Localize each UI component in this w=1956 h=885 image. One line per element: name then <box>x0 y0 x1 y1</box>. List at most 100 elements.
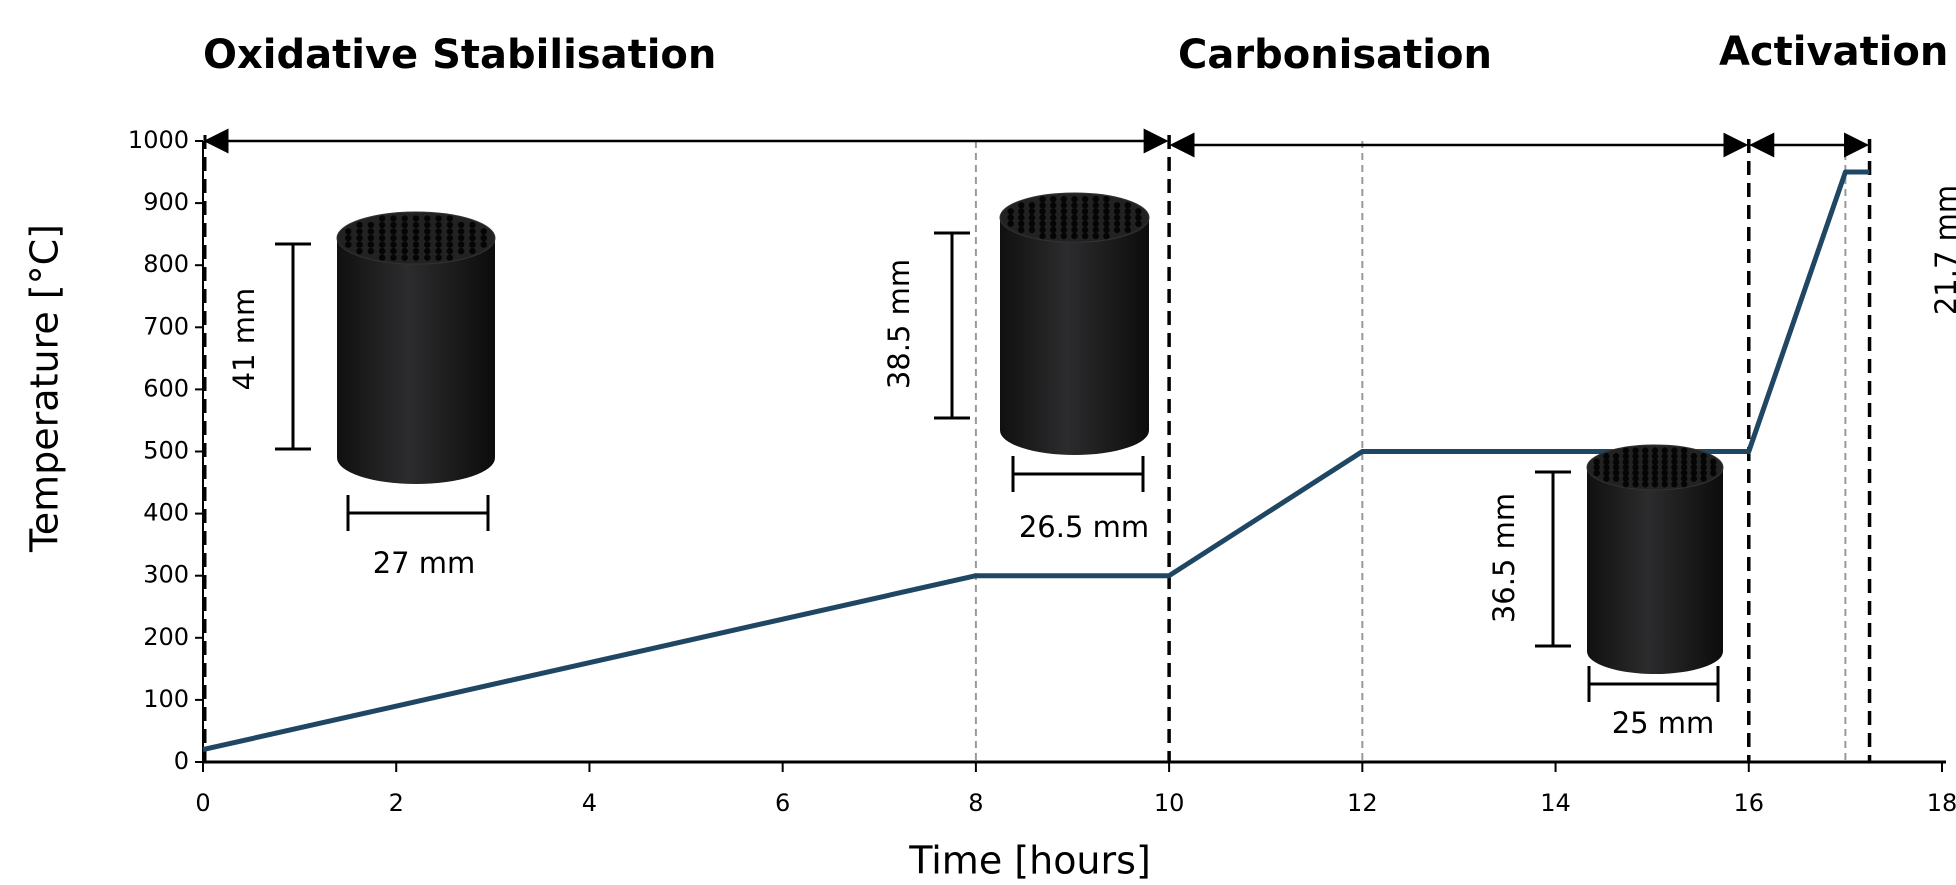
sample-hole <box>412 221 420 229</box>
phase-title: Activation <box>1719 29 1948 75</box>
sample-photo <box>336 211 496 484</box>
sample-hole <box>1092 220 1099 227</box>
sample-hole <box>367 247 375 255</box>
sample-hole <box>345 234 352 242</box>
sample-hole <box>1081 232 1089 240</box>
sample-hole <box>1039 214 1046 221</box>
sample-hole <box>1700 475 1707 482</box>
sample-hole <box>446 221 454 229</box>
sample-hole <box>367 241 375 248</box>
sample-hole <box>1632 447 1639 454</box>
sample-hole <box>424 221 431 229</box>
y-tick-label: 900 <box>143 188 189 216</box>
sample-hole <box>457 234 465 242</box>
sample-hole <box>435 221 442 229</box>
sample-body <box>337 238 495 484</box>
y-axis-label: Temperature [°C] <box>23 224 67 553</box>
sample-hole <box>1135 220 1142 227</box>
sample-hole <box>1081 208 1089 215</box>
sample-hole <box>1060 202 1068 209</box>
sample-hole <box>1028 220 1036 227</box>
sample-hole <box>1039 208 1046 215</box>
sample-hole <box>390 234 397 242</box>
sample-hole <box>1632 469 1639 477</box>
sample-hole <box>1661 469 1668 477</box>
sample-hole <box>1603 464 1610 471</box>
sample-hole <box>1071 214 1078 221</box>
sample-hole <box>1018 226 1025 234</box>
sample-hole <box>1092 195 1099 203</box>
sample-hole <box>1103 226 1110 234</box>
sample-hole <box>1700 453 1707 460</box>
sample-hole <box>1680 447 1688 454</box>
sample-hole <box>1050 220 1057 227</box>
sample-hole <box>1690 458 1698 466</box>
sample-hole <box>1612 469 1620 477</box>
sample-hole <box>1060 195 1068 203</box>
sample-hole <box>1680 475 1688 482</box>
x-tick-label: 2 <box>389 789 404 817</box>
sample-hole <box>1661 458 1668 466</box>
sample-hole <box>424 215 431 222</box>
sample-hole <box>1113 214 1121 221</box>
sample-hole <box>1081 202 1089 209</box>
sample-hole <box>1103 202 1110 209</box>
sample-hole <box>1680 469 1688 477</box>
sample-hole <box>1642 464 1649 471</box>
sample-hole <box>1651 481 1659 488</box>
sample-hole <box>1690 464 1698 471</box>
sample-hole <box>1642 447 1649 454</box>
sample-hole <box>412 241 420 248</box>
sample-hole <box>1060 208 1068 215</box>
sample-hole <box>424 228 431 235</box>
sample-hole <box>424 234 431 242</box>
sample-hole <box>1103 214 1110 221</box>
sample-hole <box>1690 475 1698 482</box>
line-series <box>202 169 1870 753</box>
y-tick-label: 800 <box>143 250 189 278</box>
x-tick-label: 18 <box>1927 789 1956 817</box>
sample-hole <box>390 241 397 248</box>
sample-hole <box>390 247 397 255</box>
sample-hole <box>401 234 408 242</box>
sample-hole <box>1050 195 1057 203</box>
sample-hole <box>435 241 442 248</box>
sample-hole <box>1651 464 1659 471</box>
sample-hole <box>412 247 420 255</box>
sample-hole <box>345 241 352 248</box>
sample-hole <box>1612 453 1620 460</box>
sample-hole <box>469 221 476 229</box>
sample-hole <box>1018 208 1025 215</box>
sample-hole <box>424 247 431 255</box>
sample-hole <box>1593 464 1600 471</box>
sample-hole <box>1018 220 1025 227</box>
sample-hole <box>1039 226 1046 234</box>
sample-hole <box>1007 220 1014 227</box>
sample-hole <box>1103 232 1110 240</box>
sample-photo <box>999 192 1150 456</box>
sample-hole <box>1710 458 1717 466</box>
dimension-label: 27 mm <box>373 546 476 580</box>
y-tick-label: 300 <box>143 561 189 589</box>
sample-hole <box>1622 469 1630 477</box>
sample-hole <box>1632 481 1639 488</box>
sample-hole <box>412 234 420 242</box>
sample-hole <box>1661 475 1668 482</box>
sample-hole <box>1671 453 1678 460</box>
sample-hole <box>356 247 363 255</box>
sample-hole <box>457 241 465 248</box>
sample-hole <box>1680 453 1688 460</box>
sample-hole <box>1018 202 1025 209</box>
sample-hole <box>1039 220 1046 227</box>
sample-hole <box>1661 453 1668 460</box>
sample-hole <box>1050 208 1057 215</box>
sample-hole <box>1124 208 1131 215</box>
sample-hole <box>1680 464 1688 471</box>
sample-hole <box>1103 220 1110 227</box>
sample-hole <box>1603 458 1610 466</box>
sample-hole <box>1671 475 1678 482</box>
sample-hole <box>1671 481 1678 488</box>
x-tick-label: 4 <box>582 789 597 817</box>
sample-hole <box>1642 469 1649 477</box>
sample-hole <box>1103 195 1110 203</box>
